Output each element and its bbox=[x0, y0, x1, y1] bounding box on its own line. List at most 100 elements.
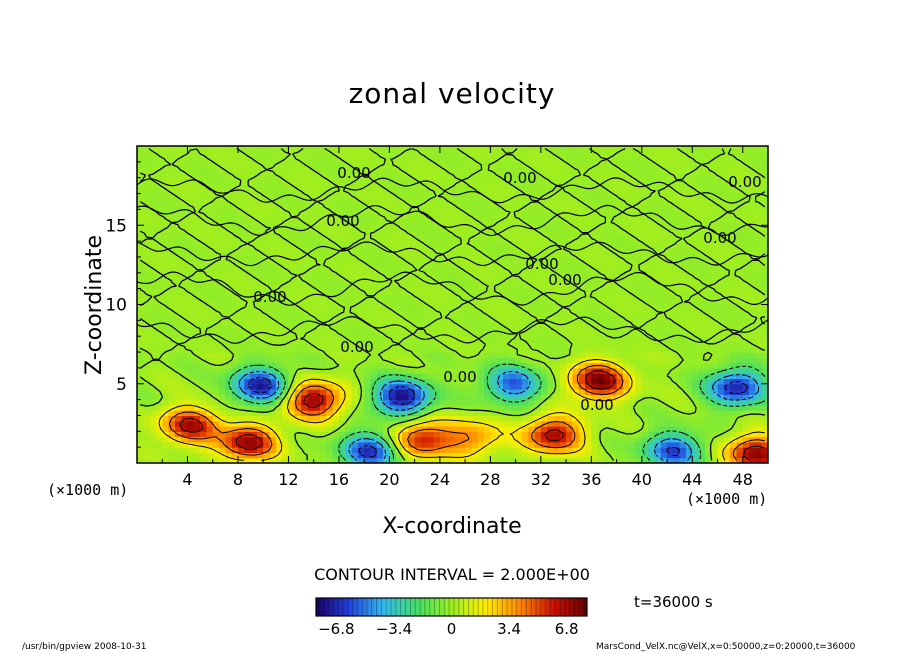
heatmap-cell bbox=[439, 241, 447, 247]
heatmap-cell bbox=[200, 320, 208, 327]
heatmap-cell bbox=[383, 426, 390, 432]
heatmap-cell bbox=[389, 383, 397, 390]
heatmap-cell bbox=[181, 367, 189, 374]
heatmap-cell bbox=[219, 251, 226, 258]
heatmap-cell bbox=[174, 383, 182, 390]
heatmap-cell bbox=[137, 404, 144, 411]
heatmap-cell bbox=[231, 272, 239, 279]
heatmap-cell bbox=[162, 230, 170, 237]
heatmap-cell bbox=[364, 288, 372, 295]
heatmap-cell bbox=[465, 325, 473, 332]
heatmap-cell bbox=[490, 325, 498, 332]
heatmap-cell bbox=[395, 219, 403, 226]
heatmap-cell bbox=[622, 241, 630, 247]
heatmap-cell bbox=[420, 431, 428, 438]
heatmap-cell bbox=[402, 378, 409, 385]
heatmap-cell bbox=[692, 426, 700, 432]
heatmap-cell bbox=[326, 241, 334, 247]
heatmap-cell bbox=[471, 293, 479, 300]
heatmap-cell bbox=[389, 325, 397, 332]
heatmap-cell bbox=[717, 352, 725, 358]
heatmap-cell bbox=[219, 204, 226, 210]
heatmap-cell bbox=[591, 410, 599, 417]
heatmap-cell bbox=[219, 457, 226, 463]
heatmap-cell bbox=[137, 204, 144, 210]
heatmap-cell bbox=[490, 452, 498, 459]
heatmap-cell bbox=[275, 204, 283, 210]
heatmap-cell bbox=[332, 256, 340, 263]
heatmap-cell bbox=[137, 389, 144, 395]
heatmap-cell bbox=[364, 383, 372, 390]
heatmap-cell bbox=[351, 426, 359, 432]
heatmap-cell bbox=[319, 225, 327, 232]
heatmap-cell bbox=[395, 346, 403, 353]
heatmap-cell bbox=[433, 426, 441, 432]
heatmap-cell bbox=[275, 272, 283, 279]
heatmap-cell bbox=[521, 299, 529, 306]
heatmap-cell bbox=[345, 394, 353, 401]
heatmap-cell bbox=[187, 325, 195, 332]
heatmap-cell bbox=[313, 246, 321, 253]
heatmap-cell bbox=[559, 214, 567, 221]
heatmap-cell bbox=[515, 241, 523, 247]
heatmap-cell bbox=[471, 198, 479, 205]
heatmap-cell bbox=[711, 367, 719, 374]
heatmap-cell bbox=[610, 256, 618, 263]
heatmap-cell bbox=[313, 304, 321, 311]
heatmap-cell bbox=[673, 341, 681, 348]
heatmap-cell bbox=[635, 415, 643, 422]
heatmap-cell bbox=[692, 315, 700, 321]
heatmap-cell bbox=[528, 288, 536, 295]
heatmap-cell bbox=[187, 410, 195, 417]
heatmap-cell bbox=[200, 410, 208, 417]
heatmap-cell bbox=[578, 441, 586, 448]
heatmap-cell bbox=[547, 283, 555, 290]
heatmap-cell bbox=[667, 352, 674, 358]
heatmap-cell bbox=[206, 336, 214, 343]
heatmap-cell bbox=[395, 309, 403, 316]
heatmap-cell bbox=[282, 357, 290, 364]
heatmap-cell bbox=[237, 256, 245, 263]
heatmap-cell bbox=[648, 256, 656, 263]
heatmap-cell bbox=[313, 352, 321, 358]
heatmap-cell bbox=[338, 426, 346, 432]
heatmap-cell bbox=[484, 219, 491, 226]
heatmap-cell bbox=[616, 241, 624, 247]
heatmap-cell bbox=[660, 278, 668, 284]
heatmap-cell bbox=[553, 214, 561, 221]
heatmap-cell bbox=[540, 426, 548, 432]
heatmap-cell bbox=[547, 357, 555, 364]
heatmap-cell bbox=[383, 362, 390, 369]
heatmap-cell bbox=[540, 204, 548, 210]
heatmap-cell bbox=[231, 341, 239, 348]
heatmap-cell bbox=[402, 230, 409, 237]
heatmap-cell bbox=[452, 389, 460, 395]
heatmap-cell bbox=[414, 283, 422, 290]
heatmap-cell bbox=[452, 436, 460, 443]
heatmap-cell bbox=[717, 288, 725, 295]
heatmap-cell bbox=[591, 441, 599, 448]
heatmap-cell bbox=[332, 304, 340, 311]
heatmap-cell bbox=[383, 204, 390, 210]
heatmap-cell bbox=[414, 336, 422, 343]
heatmap-cell bbox=[572, 457, 580, 463]
heatmap-cell bbox=[452, 219, 460, 226]
heatmap-cell bbox=[395, 389, 403, 395]
heatmap-cell bbox=[698, 399, 706, 406]
heatmap-cell bbox=[667, 457, 674, 463]
heatmap-cell bbox=[660, 373, 668, 380]
heatmap-cell bbox=[219, 367, 226, 374]
heatmap-cell bbox=[761, 336, 768, 343]
heatmap-cell bbox=[187, 204, 195, 210]
heatmap-cell bbox=[610, 383, 618, 390]
heatmap-cell bbox=[484, 278, 491, 284]
heatmap-cell bbox=[149, 436, 157, 443]
heatmap-cell bbox=[704, 315, 712, 321]
heatmap-cell bbox=[603, 441, 611, 448]
heatmap-cell bbox=[509, 288, 517, 295]
heatmap-cell bbox=[736, 214, 744, 221]
heatmap-cell bbox=[212, 447, 220, 454]
heatmap-cell bbox=[263, 452, 271, 459]
heatmap-cell bbox=[420, 383, 428, 390]
heatmap-cell bbox=[307, 293, 315, 300]
